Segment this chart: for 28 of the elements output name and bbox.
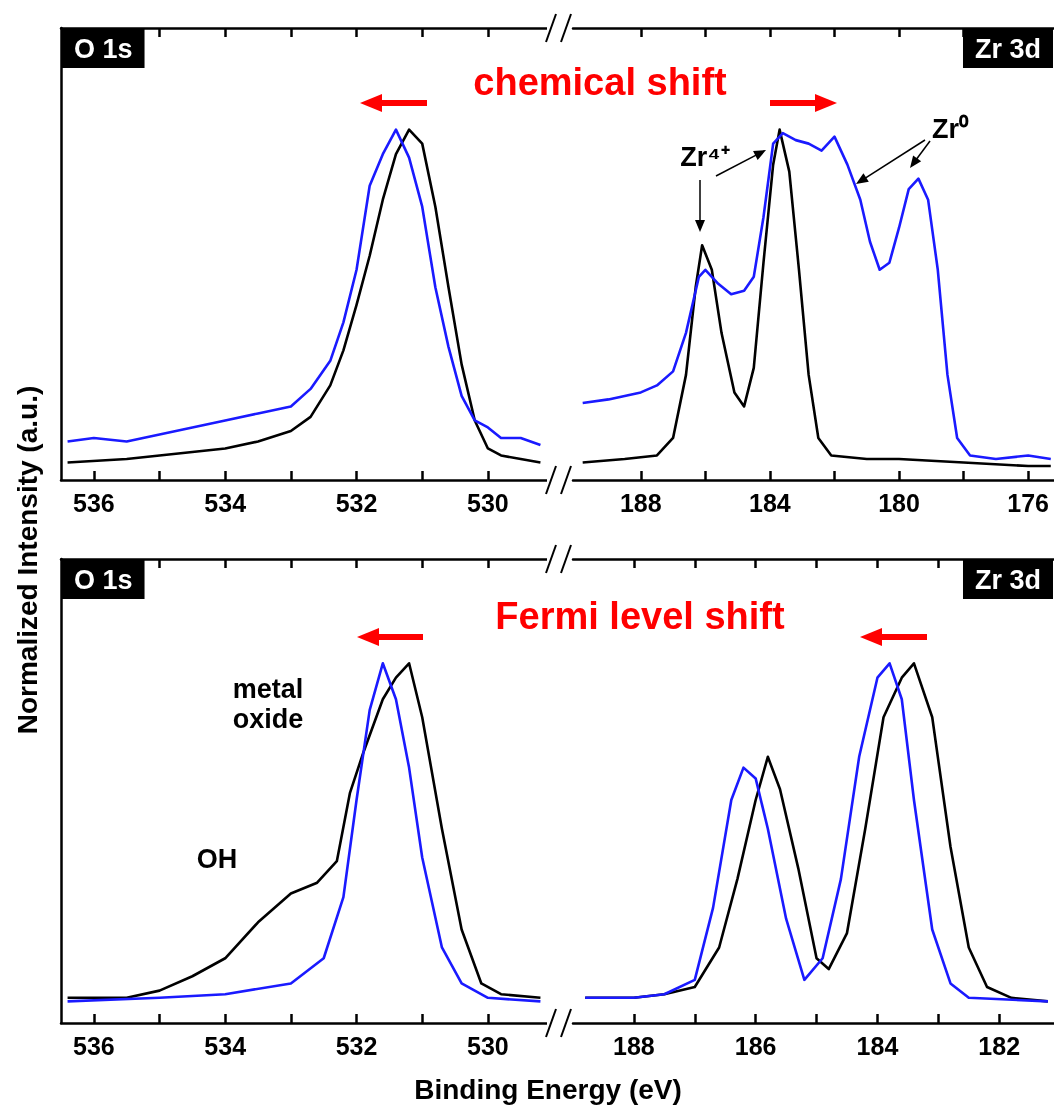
x-tick-label: 186 — [734, 1031, 777, 1060]
x-tick-label: 188 — [619, 488, 662, 517]
x-tick-label: 534 — [204, 1031, 247, 1060]
annotation: OH — [196, 844, 238, 875]
x-tick-label: 180 — [878, 488, 920, 517]
x-tick-label: 530 — [467, 488, 509, 517]
annotation: Zr⁴⁺ — [680, 142, 730, 173]
x-tick-label: 532 — [335, 1031, 378, 1060]
x-tick-label: 184 — [856, 1031, 899, 1060]
x-tick-label: 530 — [467, 1031, 509, 1060]
x-axis-title: Binding Energy (eV) — [414, 1073, 682, 1106]
chart-title: Zr 3d — [974, 564, 1042, 595]
annotation: Zr⁰ — [932, 114, 968, 145]
text: Fermi level shift — [495, 595, 785, 638]
x-tick-label: 532 — [335, 488, 378, 517]
annotation: metal oxide — [231, 674, 305, 735]
x-tick-label: 188 — [613, 1031, 655, 1060]
y-axis-title: Normalized Intensity (a.u.) — [11, 385, 44, 735]
x-tick-label: 184 — [749, 488, 791, 517]
chart-title: Zr 3d — [974, 33, 1042, 64]
chart-title: O 1s — [74, 33, 133, 64]
text: chemical shift — [473, 61, 727, 104]
chart-title: O 1s — [74, 564, 133, 595]
x-tick-label: 182 — [978, 1031, 1021, 1060]
x-tick-label: 534 — [204, 488, 247, 517]
x-tick-label: 536 — [72, 488, 115, 517]
x-tick-label: 176 — [1007, 488, 1050, 517]
x-tick-label: 536 — [72, 1031, 115, 1060]
